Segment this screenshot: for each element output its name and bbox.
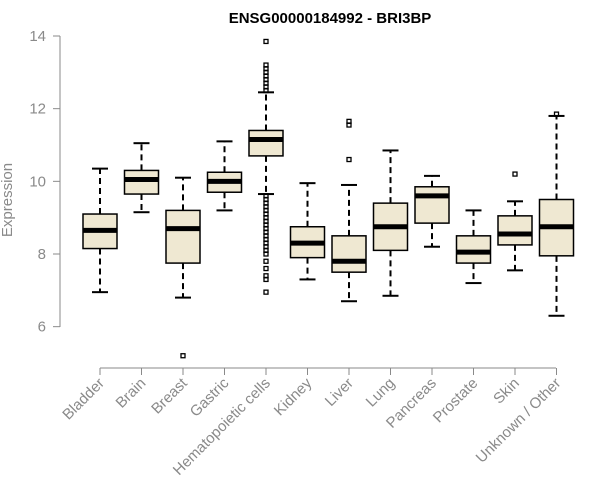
y-tick-label: 6 [38,319,46,336]
outlier-point [346,156,352,163]
iqr-box [455,235,492,264]
box-pancreas [414,174,450,248]
y-tick-label: 14 [29,28,46,45]
outlier-point [512,171,518,177]
x-tick-label: Prostate [430,375,482,427]
box-unknown-other [538,111,575,317]
x-tick-label: Brain [113,375,150,412]
box-bladder [82,167,118,294]
y-tick-label: 8 [38,246,46,263]
outlier-point [263,251,269,257]
iqr-box [123,169,160,195]
y-axis-ticks: 6 8 10 12 14 [29,28,60,336]
box-gastric [206,140,243,212]
outlier-point [180,353,186,359]
iqr-box [331,235,367,273]
box-kidney [289,182,326,281]
box-skin [497,171,533,272]
outlier-point [263,258,269,264]
boxes-group [82,38,575,359]
y-axis-label: Expression [0,163,16,237]
box-hematopoietic-cells [248,38,284,295]
x-tick-label: Bladder [59,375,108,424]
iqr-box [248,129,284,157]
box-breast [165,176,201,359]
box-prostate [455,209,492,285]
y-tick-label: 10 [29,173,46,190]
iqr-box [497,215,533,246]
outlier-point [263,87,269,94]
outlier-point [263,38,269,45]
outlier-point [263,289,269,295]
x-tick-label: Breast [148,374,191,417]
y-tick-label: 12 [29,101,46,118]
box-brain [123,142,160,214]
outlier-point [553,111,560,117]
chart-title: ENSG00000184992 - BRI3BP [229,10,432,27]
box-lung [372,149,409,297]
outlier-point [263,276,269,283]
x-tick-label: Liver [322,375,357,410]
x-tick-label: Skin [490,375,523,408]
x-tick-label: Lung [363,375,399,411]
outlier-point [263,265,269,272]
iqr-box [414,186,450,224]
x-tick-label: Kidney [271,374,316,419]
outlier-point [346,118,352,125]
box-liver [331,118,367,303]
iqr-box [165,209,201,264]
